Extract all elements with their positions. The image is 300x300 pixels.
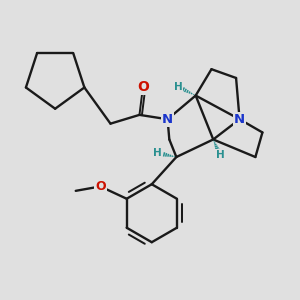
- Text: N: N: [162, 113, 173, 126]
- Text: O: O: [137, 80, 149, 94]
- Text: H: H: [216, 150, 225, 160]
- Text: O: O: [95, 180, 106, 193]
- Text: H: H: [153, 148, 161, 158]
- Text: N: N: [234, 113, 245, 126]
- Text: H: H: [174, 82, 182, 92]
